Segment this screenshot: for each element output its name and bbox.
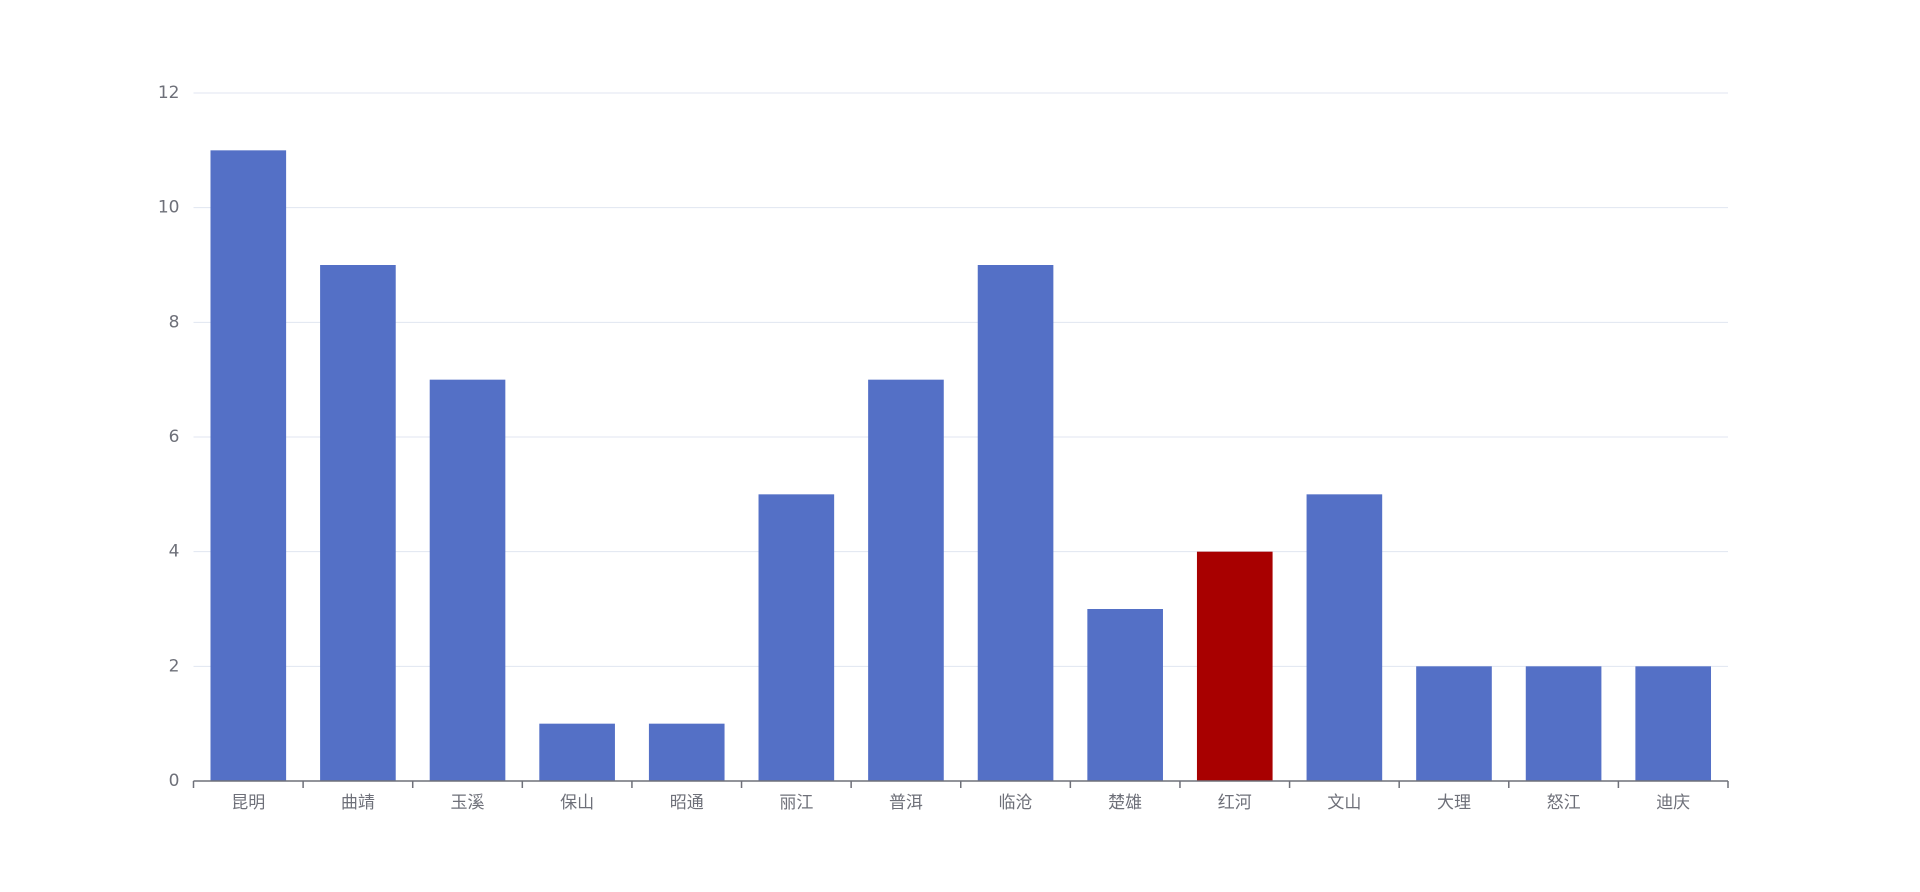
x-tick-label: 楚雄 (1108, 793, 1142, 813)
bar (1525, 666, 1602, 781)
x-tick-label: 怒江 (1547, 793, 1581, 813)
y-tick-label: 8 (169, 312, 180, 332)
bar (868, 379, 944, 781)
x-tick-label: 临沧 (999, 793, 1033, 813)
x-tick-label: 迪庆 (1656, 793, 1690, 813)
bar (210, 150, 287, 782)
x-tick-label: 玉溪 (451, 793, 485, 813)
x-tick-label: 昆明 (231, 793, 265, 813)
bar (1416, 666, 1492, 781)
x-tick-label: 丽江 (779, 793, 813, 813)
bar (320, 265, 396, 781)
x-tick-label: 大理 (1437, 793, 1471, 813)
bar (648, 723, 725, 781)
bar (1196, 551, 1273, 781)
x-tick-label: 昭通 (670, 793, 704, 813)
bar (1635, 666, 1712, 781)
x-tick-label: 曲靖 (341, 793, 375, 813)
x-tick-label: 文山 (1327, 793, 1361, 813)
y-tick-label: 0 (169, 771, 180, 791)
x-tick-label: 保山 (560, 793, 594, 813)
x-tick-label: 红河 (1218, 793, 1252, 813)
y-tick-label: 6 (169, 427, 180, 447)
bar (977, 265, 1054, 781)
y-tick-label: 2 (169, 656, 180, 676)
bar (1306, 494, 1383, 781)
y-tick-label: 12 (158, 83, 180, 103)
y-tick-label: 10 (158, 198, 180, 218)
bar (429, 379, 506, 781)
y-tick-label: 4 (169, 542, 180, 562)
bar (1087, 609, 1163, 781)
x-tick-label: 普洱 (889, 793, 923, 813)
bar (758, 494, 835, 781)
bar (539, 723, 615, 781)
